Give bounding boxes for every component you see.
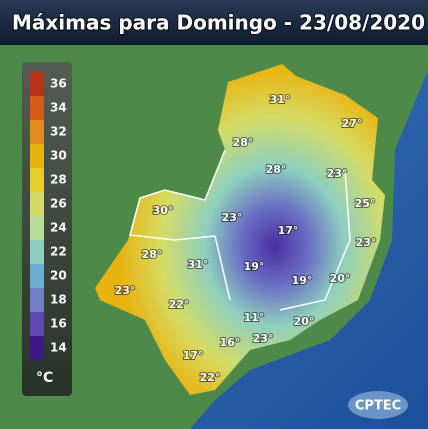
legend-tick: 32: [50, 125, 67, 139]
temperature-label: 28°: [266, 163, 287, 176]
temperature-label: 17°: [183, 349, 204, 362]
title-bar: [0, 0, 428, 45]
legend-swatch: [30, 120, 44, 144]
legend-tick: 36: [50, 77, 67, 91]
legend-swatch: [30, 264, 44, 288]
temperature-label: 28°: [142, 248, 163, 261]
temperature-label: 23°: [356, 236, 377, 249]
temperature-label: 22°: [169, 298, 190, 311]
title: Máximas para Domingo - 23/08/2020: [12, 11, 425, 35]
legend-swatch: [30, 192, 44, 216]
temperature-label: 19°: [292, 274, 313, 287]
legend-tick: 14: [50, 341, 67, 355]
temperature-label: 23°: [253, 332, 274, 345]
legend-tick: 34: [50, 101, 67, 115]
logo: CPTEC: [355, 399, 401, 414]
temperature-label: 28°: [233, 136, 254, 149]
temperature-label: 27°: [342, 117, 363, 130]
temperature-label: 30°: [153, 204, 174, 217]
state-border: [129, 149, 226, 241]
legend-swatch: [30, 144, 44, 168]
temperature-label: 11°: [244, 311, 265, 324]
temperature-label: 20°: [294, 315, 315, 328]
temperature-field: [95, 64, 385, 395]
temperature-label: 20°: [330, 272, 351, 285]
legend-swatch: [30, 240, 44, 264]
legend-tick: 16: [50, 317, 67, 331]
logo-badge: [348, 391, 408, 419]
legend-tick: 20: [50, 269, 67, 283]
temperature-label: 19°: [244, 260, 265, 273]
legend-swatch: [30, 216, 44, 240]
temperature-label: 22°: [200, 371, 221, 384]
state-border: [214, 169, 351, 311]
temperature-label: 31°: [188, 258, 209, 271]
temperature-label: 23°: [115, 284, 136, 297]
temperature-label: 17°: [278, 224, 299, 237]
legend-swatch: [30, 336, 44, 360]
labels: 31° 27° 28° 28° 23° 25° 30° 23° 17° 23° 28° 31° 19° 1…: [114, 92, 378, 385]
temperature-label: 31°: [270, 93, 291, 106]
legend-tick: 28: [50, 173, 67, 187]
temperature-label: 23°: [327, 167, 348, 180]
legend-tick: 24: [50, 221, 67, 235]
legend: 36 34 32 30 28 26 24 22 20 18 16 14: [30, 72, 67, 360]
temperature-label: 16°: [220, 336, 241, 349]
legend-swatch: [30, 168, 44, 192]
temperature-label: 23°: [222, 211, 243, 224]
legend-swatch: [30, 288, 44, 312]
legend-swatch: [30, 312, 44, 336]
legend-unit: °C: [36, 370, 53, 386]
legend-swatch: [30, 72, 44, 96]
legend-tick: 26: [50, 197, 67, 211]
legend-tick: 22: [50, 245, 67, 259]
legend-tick: 18: [50, 293, 67, 307]
legend-swatch: [30, 96, 44, 120]
legend-tick: 30: [50, 149, 67, 163]
temperature-label: 25°: [355, 197, 376, 210]
